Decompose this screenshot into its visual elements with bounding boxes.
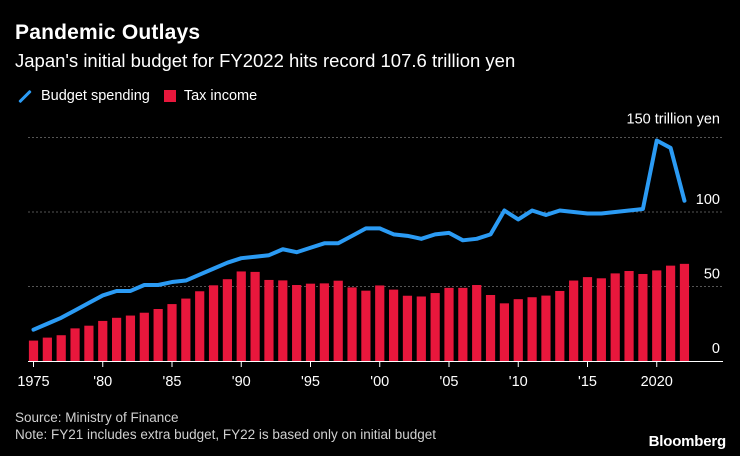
bar-tax-income-2012 (541, 295, 551, 361)
bar-tax-income-2003 (416, 296, 426, 361)
x-tick-label-2005: '05 (440, 374, 459, 390)
bar-tax-income-1979 (84, 325, 94, 361)
bar-tax-income-1976 (42, 337, 52, 361)
bar-tax-income-1997 (333, 280, 343, 361)
bar-tax-income-1975 (28, 340, 39, 361)
bar-tax-income-1993 (278, 280, 288, 361)
bar-tax-income-1999 (361, 290, 371, 361)
bar-tax-income-1977 (56, 335, 66, 361)
chart-title: Pandemic Outlays (15, 21, 201, 44)
x-tick-label-1975: 1975 (17, 374, 49, 390)
bar-tax-income-2007 (472, 285, 482, 361)
bar-tax-income-1998 (347, 287, 357, 361)
bar-tax-income-1984 (153, 308, 163, 361)
bar-tax-income-1981 (112, 317, 122, 361)
bar-tax-income-2009 (499, 303, 509, 361)
square-swatch-icon (163, 90, 176, 102)
footnote: Note: FY21 includes extra budget, FY22 i… (15, 427, 437, 442)
source-note: Source: Ministry of Finance (15, 410, 179, 425)
chart-subtitle: Japan's initial budget for FY2022 hits r… (15, 50, 516, 71)
x-tick-label-2010: '10 (509, 374, 528, 390)
bar-tax-income-1982 (125, 315, 136, 361)
x-tick-label-2000: '00 (370, 374, 389, 390)
x-tick-label-1985: '85 (163, 374, 182, 390)
bar-tax-income-2001 (389, 289, 399, 361)
x-tick-label-2015: '15 (578, 374, 597, 390)
x-tick-label-1980: '80 (93, 374, 112, 390)
bar-tax-income-2019 (638, 273, 648, 361)
legend-label-budget-spending: Budget spending (41, 88, 150, 104)
bar-tax-income-2016 (596, 278, 606, 361)
bar-tax-income-2013 (555, 290, 565, 361)
bar-tax-income-1996 (319, 283, 329, 361)
bar-tax-income-1992 (264, 279, 274, 361)
bar-tax-income-2021 (666, 265, 676, 361)
bar-tax-income-2011 (527, 297, 537, 361)
legend-item-budget-spending: Budget spending (15, 88, 150, 104)
y-tick-label-150: 150 trillion yen (627, 112, 721, 128)
bar-tax-income-1989 (222, 279, 232, 361)
chart-legend: Budget spending Tax income (15, 88, 271, 104)
bar-tax-income-1980 (98, 320, 108, 361)
bar-tax-income-1983 (139, 312, 149, 361)
bar-tax-income-1994 (292, 285, 302, 361)
bar-tax-income-1990 (236, 271, 246, 361)
bar-tax-income-1995 (305, 283, 316, 361)
bar-tax-income-1988 (208, 285, 219, 361)
bar-tax-income-2015 (582, 277, 593, 361)
bar-tax-income-2005 (444, 287, 454, 361)
bar-tax-income-1987 (195, 291, 205, 361)
bar-tax-income-2014 (569, 280, 579, 361)
bar-tax-income-1978 (70, 328, 80, 361)
y-tick-label-100: 100 (696, 192, 720, 208)
bar-tax-income-2002 (402, 295, 413, 361)
bar-tax-income-1986 (181, 298, 191, 361)
legend-item-tax-income: Tax income (163, 88, 258, 104)
bar-tax-income-2022 (679, 263, 690, 361)
line-budget-spending (31, 138, 687, 332)
x-tick-label-2020: 2020 (641, 374, 673, 390)
bar-tax-income-2017 (610, 273, 620, 361)
x-tick-label-1995: '95 (301, 374, 320, 390)
bar-tax-income-2006 (458, 287, 468, 361)
bar-tax-income-2018 (624, 271, 634, 361)
bar-tax-income-2010 (513, 299, 523, 361)
bar-tax-income-2020 (652, 270, 662, 361)
brand-logo: Bloomberg (648, 433, 727, 450)
bar-tax-income-1985 (167, 304, 177, 361)
bar-tax-income-2004 (430, 293, 440, 361)
bar-tax-income-2000 (375, 285, 385, 361)
bar-tax-income-1991 (250, 271, 260, 361)
legend-label-tax-income: Tax income (183, 88, 258, 104)
y-tick-label-0: 0 (712, 341, 720, 357)
y-tick-label-50: 50 (704, 267, 720, 283)
bar-tax-income-2008 (485, 294, 496, 361)
x-tick-label-1990: '90 (232, 374, 251, 390)
